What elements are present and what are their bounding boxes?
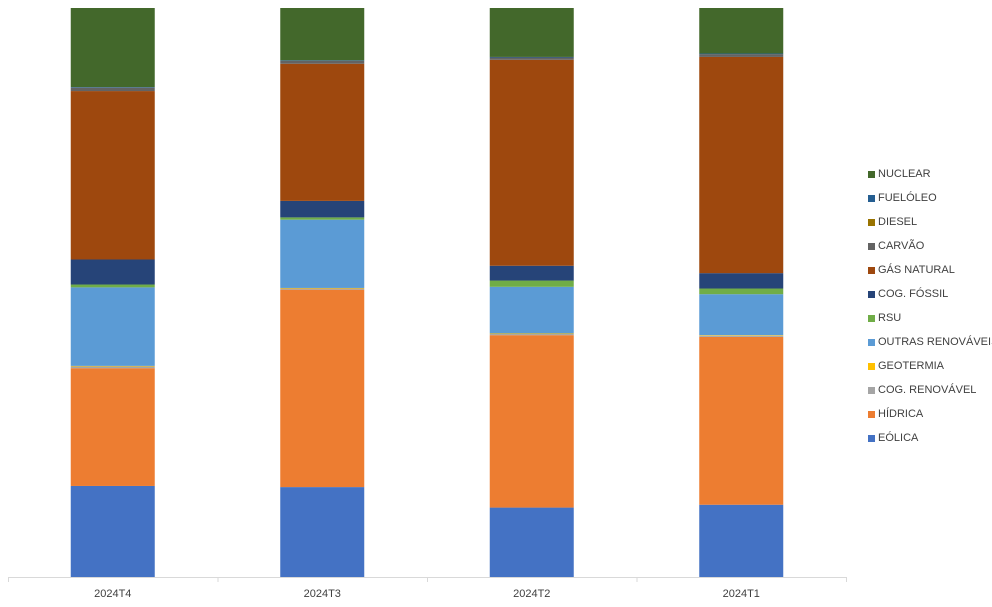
bar-segment-2024t1-carvao: [699, 54, 784, 57]
legend-item-cog-fossil: COG. FÓSSIL: [868, 282, 992, 306]
bar-segment-2024t1-eolica: [699, 504, 784, 577]
legend-item-hidrica: HÍDRICA: [868, 402, 992, 426]
legend-swatch: [868, 410, 875, 418]
bar-segment-2024t4-eolica: [70, 485, 155, 577]
bar-segment-2024t3-gas-natural: [280, 63, 365, 201]
legend-item-eolica: EÓLICA: [868, 426, 992, 450]
bar-segment-2024t1-rsu: [699, 288, 784, 295]
legend-label: OUTRAS RENOVÁVEIS: [878, 336, 992, 348]
bar-segment-2024t3-eolica: [280, 487, 365, 577]
bar-segment-2024t4-carvao: [70, 87, 155, 92]
bar-segment-2024t3-cog-renovavel: [280, 288, 365, 290]
bar-segment-2024t1-cog-fossil: [699, 273, 784, 289]
legend-label: COG. RENOVÁVEL: [878, 384, 977, 396]
x-tick-label-2024t4: 2024T4: [94, 588, 131, 600]
bar-stack-2024t4: [70, 8, 155, 577]
bar-segment-2024t4-hidrica: [70, 368, 155, 486]
legend-item-rsu: RSU: [868, 306, 992, 330]
bar-segment-2024t2-nuclear: [489, 8, 574, 57]
bar-segment-2024t2-rsu: [489, 280, 574, 287]
bar-segment-2024t3-geotermia: [280, 287, 365, 289]
legend-label: GÁS NATURAL: [878, 264, 955, 276]
x-tick-label-2024t1: 2024T1: [723, 588, 760, 600]
legend-swatch: [868, 434, 875, 442]
legend-item-cog-renovavel: COG. RENOVÁVEL: [868, 378, 992, 402]
legend-swatch: [868, 218, 875, 226]
bar-segment-2024t2-cog-renovavel: [489, 334, 574, 336]
bar-segment-2024t4-rsu: [70, 284, 155, 288]
legend-label: EÓLICA: [878, 432, 919, 444]
x-tick-label-2024t2: 2024T2: [513, 588, 550, 600]
legend-label: COG. FÓSSIL: [878, 288, 949, 300]
bar-segment-2024t2-carvao: [489, 57, 574, 60]
legend-label: HÍDRICA: [878, 408, 924, 420]
legend-item-gas-natural: GÁS NATURAL: [868, 258, 992, 282]
legend-item-nuclear: NUCLEAR: [868, 162, 992, 186]
x-tick-label-2024t3: 2024T3: [304, 588, 341, 600]
chart-legend: NUCLEAR FUELÓLEO DIESEL CARVÃO GÁS NATURAL CO…: [868, 162, 992, 450]
bar-segment-2024t2-gas-natural: [489, 59, 574, 266]
legend-label: CARVÃO: [878, 240, 925, 252]
legend-swatch: [868, 170, 875, 178]
bar-segment-2024t1-cog-renovavel: [699, 335, 784, 337]
bar-segment-2024t4-nuclear: [70, 8, 155, 88]
bar-segment-2024t3-outras-renovaveis: [280, 219, 365, 288]
bar-segment-2024t4-cog-fossil: [70, 259, 155, 285]
legend-swatch: [868, 338, 875, 346]
legend-label: RSU: [878, 312, 902, 324]
bar-segment-2024t2-outras-renovaveis: [489, 286, 574, 334]
bar-segment-2024t1-outras-renovaveis: [699, 294, 784, 336]
legend-label: FUELÓLEO: [878, 192, 937, 204]
bar-segment-2024t3-fueloleo: [280, 60, 365, 61]
legend-swatch: [868, 266, 875, 274]
bar-segment-2024t1-fueloleo: [699, 53, 784, 55]
legend-item-diesel: DIESEL: [868, 210, 992, 234]
bar-segment-2024t3-nuclear: [280, 8, 365, 61]
bar-segment-2024t2-geotermia: [489, 333, 574, 335]
bar-segment-2024t4-cog-renovavel: [70, 366, 155, 369]
bar-segment-2024t4-geotermia: [70, 365, 155, 367]
legend-item-geotermia: GEOTERMIA: [868, 354, 992, 378]
bar-stack-2024t2: [489, 8, 574, 577]
legend-item-outras-renovaveis: OUTRAS RENOVÁVEIS: [868, 330, 992, 354]
bar-segment-2024t3-cog-fossil: [280, 200, 365, 218]
bar-segment-2024t1-nuclear: [699, 8, 784, 54]
legend-label: DIESEL: [878, 216, 918, 228]
bar-segment-2024t3-rsu: [280, 217, 365, 220]
bar-stack-2024t1: [699, 8, 784, 577]
legend-swatch: [868, 290, 875, 298]
bar-segment-2024t2-eolica: [489, 507, 574, 577]
legend-swatch: [868, 194, 875, 202]
bar-stack-2024t3: [280, 8, 365, 577]
legend-item-carvao: CARVÃO: [868, 234, 992, 258]
bar-segment-2024t1-gas-natural: [699, 56, 784, 274]
legend-swatch: [868, 314, 875, 322]
bar-segment-2024t4-gas-natural: [70, 91, 155, 260]
legend-label: GEOTERMIA: [878, 360, 945, 372]
bar-segment-2024t2-fueloleo: [489, 56, 574, 58]
bar-segment-2024t1-geotermia: [699, 335, 784, 336]
bar-segment-2024t2-cog-fossil: [489, 265, 574, 281]
legend-item-fueloleo: FUELÓLEO: [868, 186, 992, 210]
bar-segment-2024t3-hidrica: [280, 289, 365, 488]
bar-segment-2024t4-outras-renovaveis: [70, 287, 155, 366]
legend-label: NUCLEAR: [878, 168, 931, 180]
legend-swatch: [868, 362, 875, 370]
legend-swatch: [868, 242, 875, 250]
legend-swatch: [868, 386, 875, 394]
bar-segment-2024t2-hidrica: [489, 335, 574, 508]
bar-segment-2024t1-hidrica: [699, 336, 784, 505]
bar-segment-2024t4-fueloleo: [70, 87, 155, 88]
bar-segment-2024t3-carvao: [280, 60, 365, 64]
